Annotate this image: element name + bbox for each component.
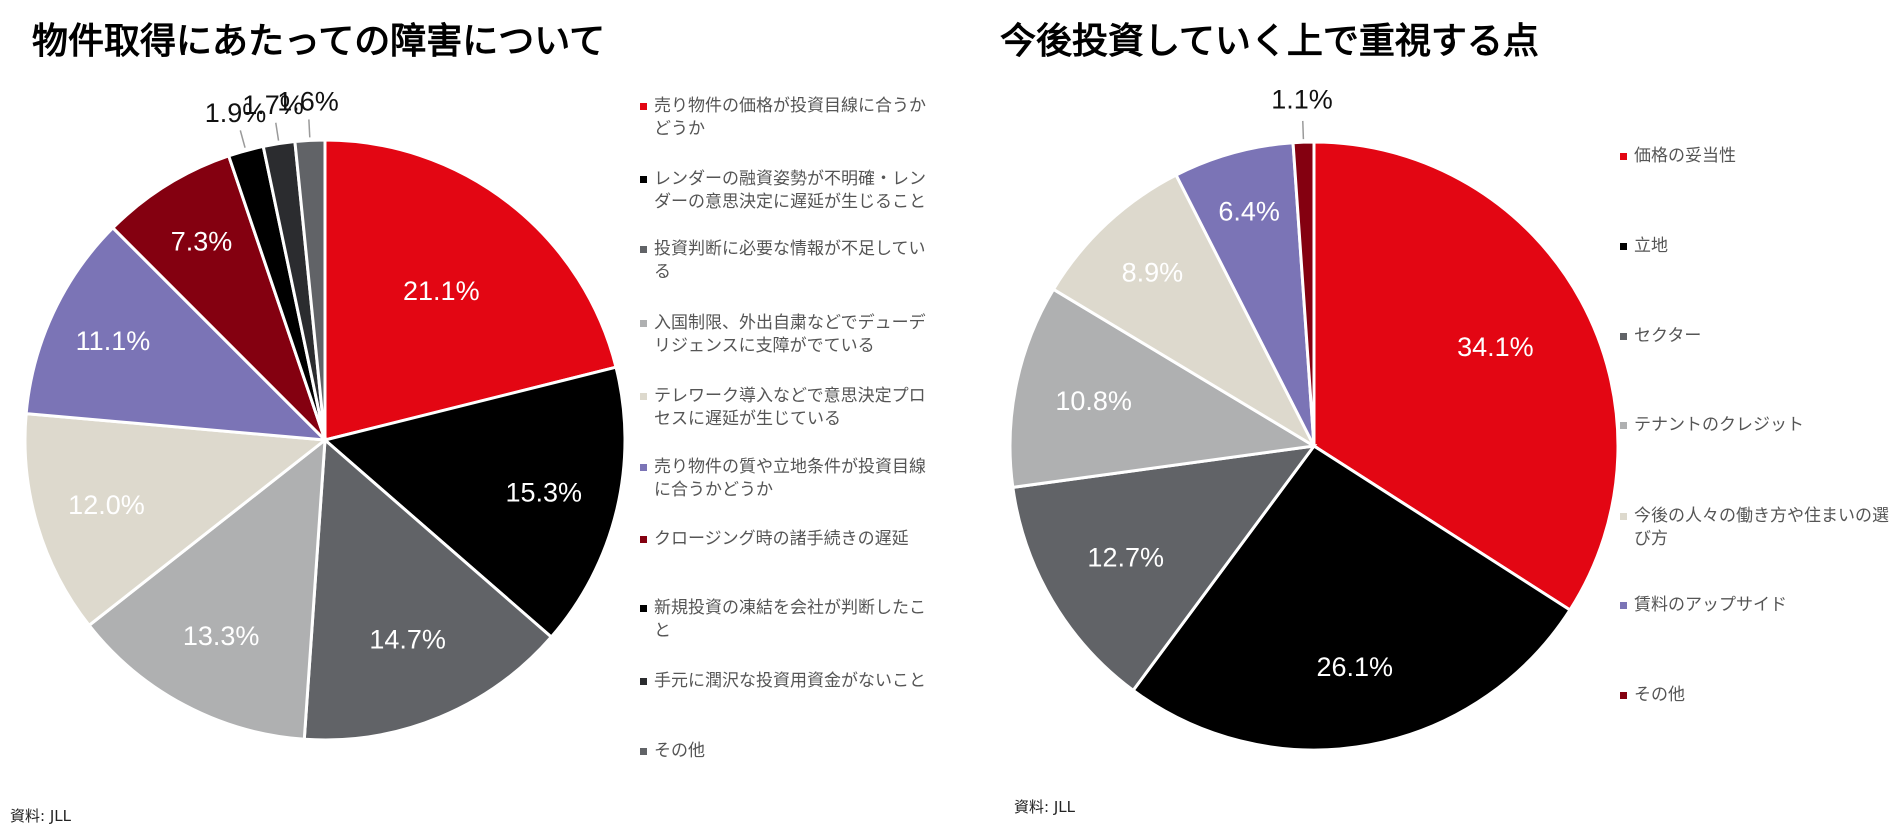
legend-swatch [640,605,647,612]
legend-label: 売り物件の質や立地条件が投資目線に合うかどうか [654,457,926,500]
legend-label: 今後の人々の働き方や住まいの選び方 [1634,506,1889,549]
pie-slice [321,365,627,640]
legend-item: 売り物件の質や立地条件が投資目線に合うかどうか [640,456,940,502]
legend-swatch [640,393,647,400]
legend-label: 売り物件の価格が投資目線に合うかどうか [654,96,926,139]
data-label: 12.7% [1087,543,1164,573]
data-label: 21.1% [403,276,480,306]
data-label: 34.1% [1457,332,1534,362]
legend-item: セクター [1620,325,1902,348]
legend-label: 立地 [1634,236,1668,256]
pie-chart-priorities: 34.1% 26.1% 12.7% 10.8% 8.9% 6.4% 1.1% [1008,85,1620,752]
source-note: 資料: JLL [10,807,71,825]
legend-item: レンダーの融資姿勢が不明確・レンダーの意思決定に遅延が生じること [640,168,940,214]
legend-label: その他 [654,741,705,761]
legend-item: テナントのクレジット [1620,414,1902,437]
pie-slice [24,225,329,442]
pie-slice [1131,443,1573,752]
leader-line [1302,120,1305,140]
leader-line [308,119,311,138]
pie-slice [1051,173,1318,450]
chart-title: 今後投資していく上で重視する点 [1000,21,1539,62]
pie-slice [87,436,327,741]
data-label: 1.9% [205,98,267,128]
legend-label: その他 [1634,685,1685,705]
legend-swatch [640,464,647,471]
legend-swatch [1620,513,1627,520]
source-note: 資料: JLL [1014,798,1075,816]
legend-label: レンダーの融資姿勢が不明確・レンダーの意思決定に遅延が生じること [654,169,926,212]
legend-swatch [1620,243,1627,250]
data-label: 6.4% [1218,197,1280,227]
legend-item: その他 [640,740,940,763]
legend-swatch [1620,153,1627,160]
legend-label: テナントのクレジット [1634,415,1804,435]
legend-item: 売り物件の価格が投資目線に合うかどうか [640,95,940,141]
pie-chart-obstacles: 21.1%15.3%14.7%13.3%12.0%11.1%7.3%1.9%1.… [23,86,627,742]
legend-item: 投資判断に必要な情報が不足している [640,238,940,284]
legend-swatch [640,320,647,327]
pie-slice [323,138,618,442]
legend-swatch [640,536,647,543]
data-label: 12.0% [68,490,145,520]
pie-slice [293,138,327,441]
chart-title: 物件取得にあたっての障害について [32,21,606,62]
chart-panel-obstacles: 物件取得にあたっての障害について 21.1% 15.3% 14.7% 13.3% 12.… [10,21,940,825]
legend-item: 入国制限、外出自粛などでデューデリジェンスに支障がでている [640,312,940,358]
legend-item: 立地 [1620,235,1902,258]
legend-label: クロージング時の諸手続きの遅延 [654,529,909,549]
legend-item: 今後の人々の働き方や住まいの選び方 [1620,505,1902,551]
pie-slice [1291,140,1316,447]
legend-item: テレワーク導入などで意思決定プロセスに遅延が生じている [640,385,940,431]
data-label: 8.9% [1122,258,1184,288]
legend-item: 新規投資の凍結を会社が判断したこと [640,597,940,643]
pie-slice [110,153,327,442]
pie-slice [1174,141,1316,447]
legend-swatch [640,103,647,110]
legend-swatch [1620,602,1627,609]
legend-swatch [640,176,647,183]
data-label: 15.3% [506,478,583,508]
pie-slice [302,436,554,742]
legend-label: テレワーク導入などで意思決定プロセスに遅延が生じている [654,386,926,429]
pie-slice [1011,444,1318,693]
legend-swatch [640,678,647,685]
legend-label: セクター [1634,326,1702,346]
legend-swatch [1620,692,1627,699]
legend-label: 賃料のアップサイド [1634,595,1787,615]
pie-slice [1008,287,1319,490]
data-label: 1.1% [1271,85,1333,115]
legend-item: 価格の妥当性 [1620,145,1902,168]
legend-item: 手元に潤沢な投資用資金がないこと [640,670,940,693]
legend-swatch [640,748,647,755]
legend-swatch [1620,422,1627,429]
data-label: 13.3% [183,621,260,651]
pie-slice [23,412,329,628]
legend-item: その他 [1620,684,1902,707]
legend-swatch [1620,333,1627,340]
legend-swatch [640,246,647,253]
data-label: 1.7% [242,90,304,120]
legend-item: 賃料のアップサイド [1620,594,1902,617]
legend-label: 新規投資の凍結を会社が判断したこと [654,598,926,641]
data-label: 26.1% [1316,652,1393,682]
data-label: 14.7% [369,625,446,655]
legend-label: 手元に潤沢な投資用資金がないこと [654,671,926,691]
legend-label: 投資判断に必要な情報が不足している [654,239,926,282]
chart-panel-priorities: 今後投資していく上で重視する点 34.1% 26.1% 12.7% 10.8% 8.9%… [1000,0,1902,834]
data-label: 11.1% [76,326,151,356]
legend-label: 価格の妥当性 [1634,146,1736,166]
leader-line [275,122,280,141]
leader-line [239,130,246,148]
legend-label: 入国制限、外出自粛などでデューデリジェンスに支障がでている [654,313,926,356]
data-label: 7.3% [171,226,233,256]
data-label: 1.6% [277,86,339,116]
legend-item: クロージング時の諸手続きの遅延 [640,528,940,551]
data-label: 10.8% [1055,386,1132,416]
